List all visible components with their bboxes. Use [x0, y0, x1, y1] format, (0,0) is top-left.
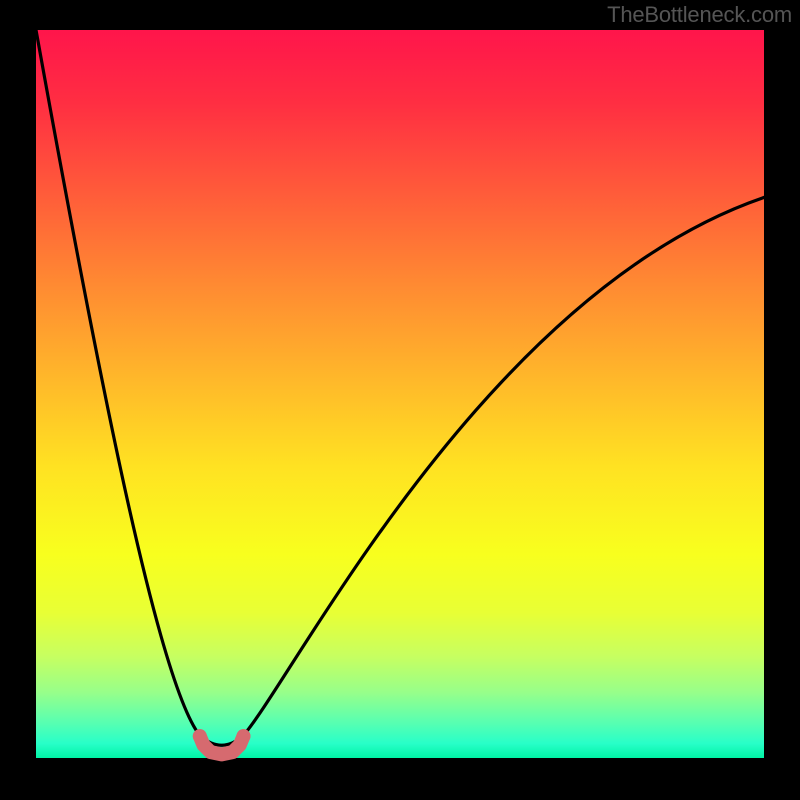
valley-dot — [193, 729, 207, 743]
plot-area — [36, 30, 764, 758]
watermark-text: TheBottleneck.com — [607, 2, 792, 28]
bottleneck-chart — [0, 0, 800, 800]
valley-dot — [236, 729, 250, 743]
chart-container: TheBottleneck.com — [0, 0, 800, 800]
